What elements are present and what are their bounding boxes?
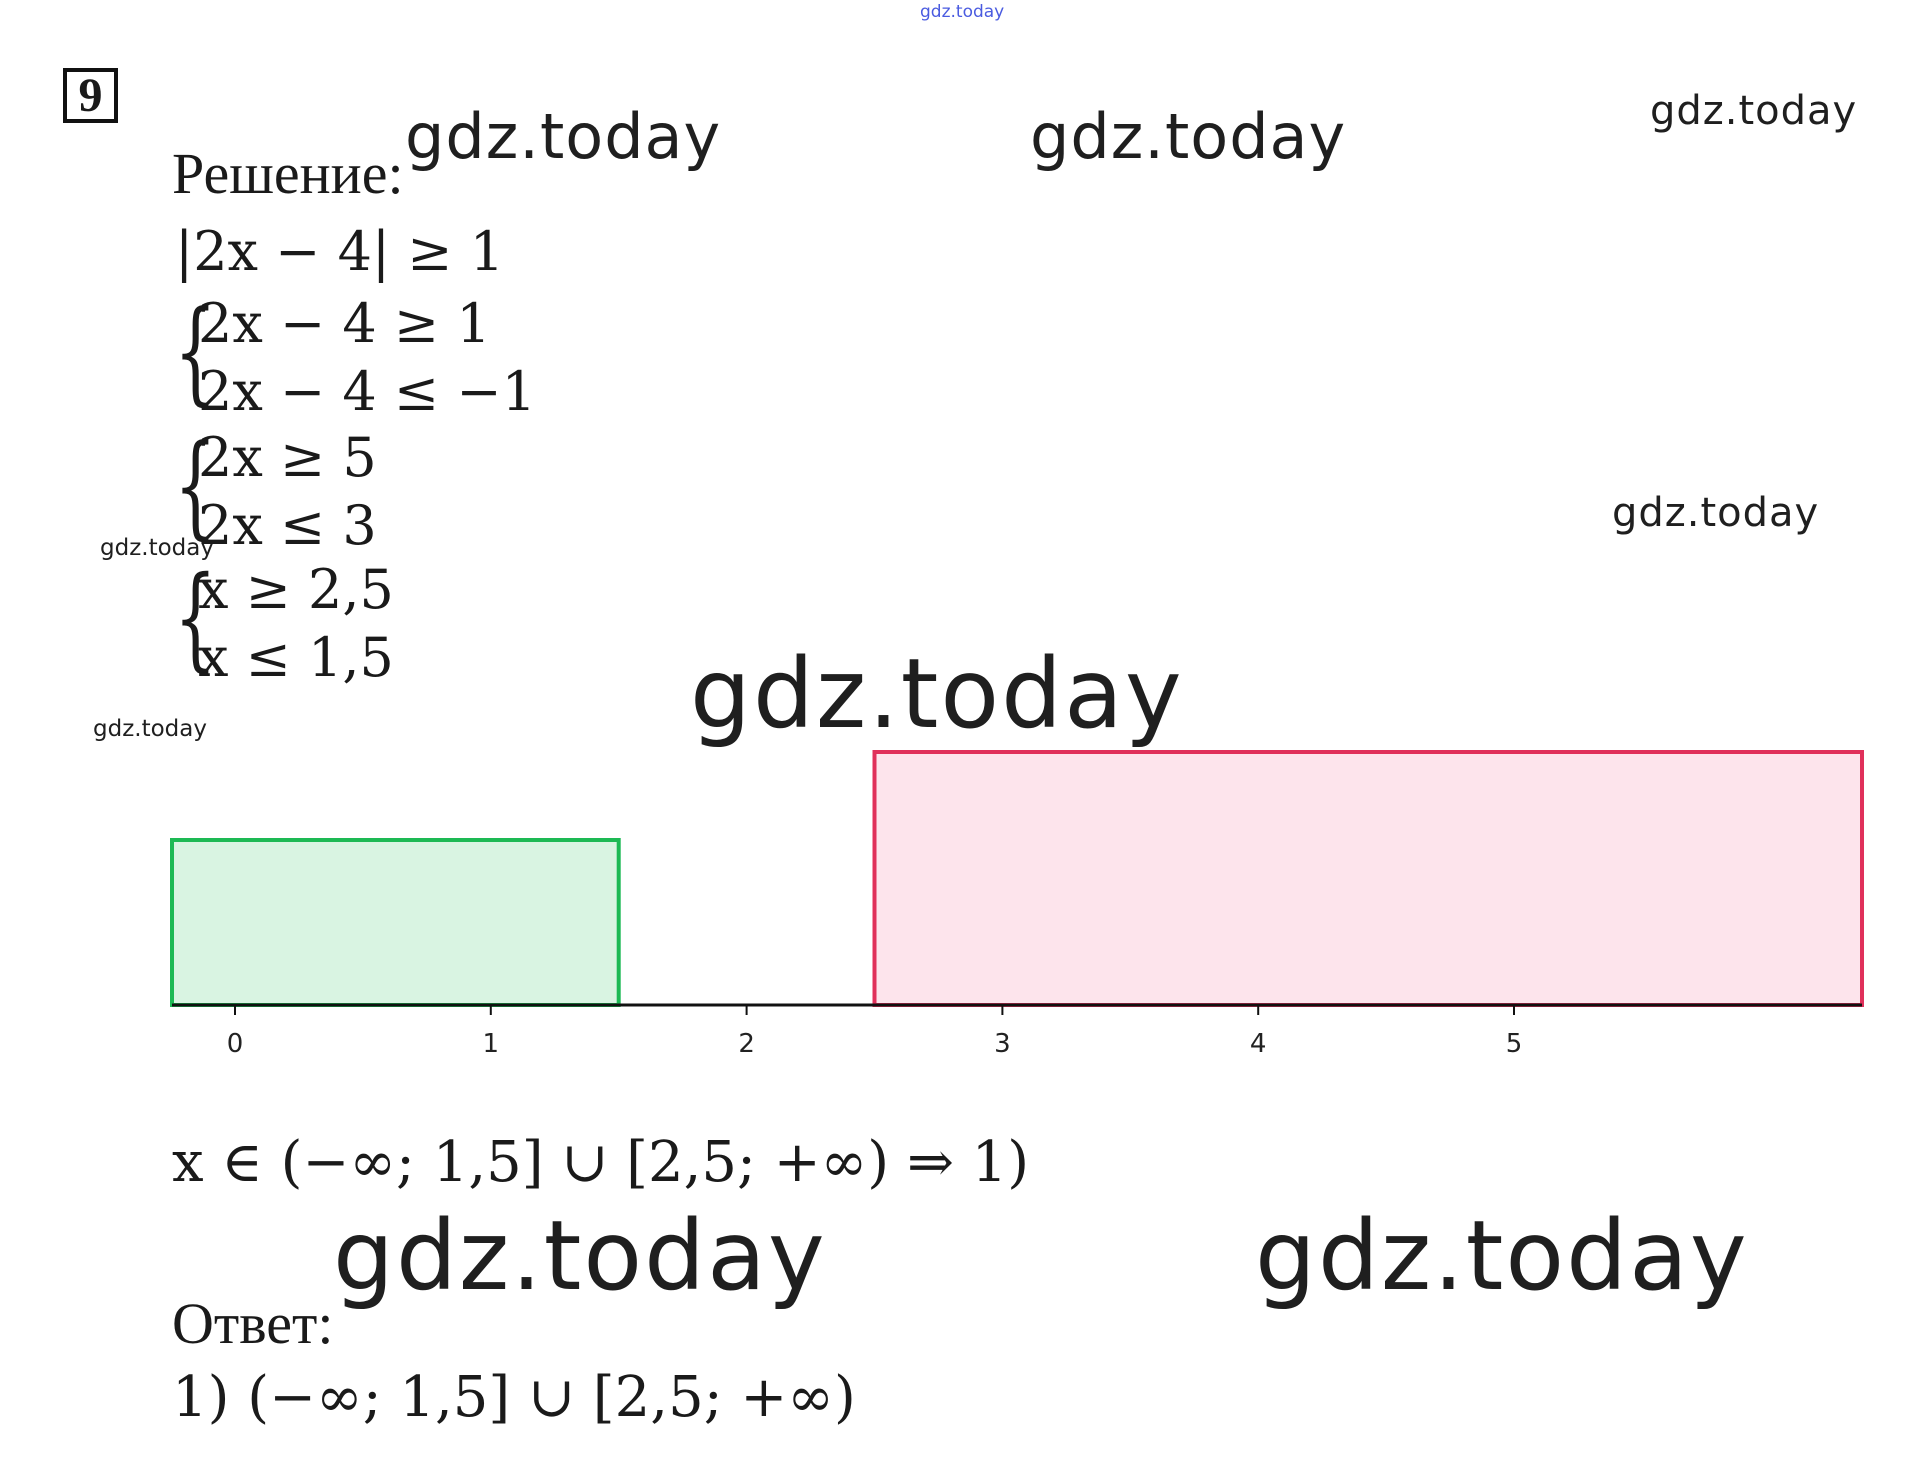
inequality: |2x − 4| ≥ 1 xyxy=(175,220,505,283)
system1-line2: 2x − 4 ≤ −1 xyxy=(198,360,536,423)
watermark-small-1: gdz.today xyxy=(100,535,214,561)
tick-label: 3 xyxy=(994,1029,1011,1059)
watermark-bottom-left: gdz.today xyxy=(333,1200,827,1312)
right-interval-region xyxy=(872,750,1864,1007)
tick-label: 5 xyxy=(1505,1029,1523,1059)
system1-brace: { xyxy=(174,287,217,417)
watermark-center: gdz.today xyxy=(690,638,1184,750)
answer-label: Ответ: xyxy=(172,1291,334,1356)
problem-number: 9 xyxy=(63,68,118,123)
watermark-right-mid: gdz.today xyxy=(1612,490,1820,536)
watermark-2: gdz.today xyxy=(1030,100,1347,173)
watermark-bottom-right: gdz.today xyxy=(1255,1200,1749,1312)
system3-line1: x ≥ 2,5 xyxy=(198,558,394,621)
system1-line1: 2x − 4 ≥ 1 xyxy=(198,292,491,355)
tick-label: 4 xyxy=(1249,1029,1267,1059)
tick-label: 0 xyxy=(226,1029,244,1059)
solution-label: Решение: xyxy=(172,141,404,206)
system2-brace: { xyxy=(174,421,217,551)
system2-line2: 2x ≤ 3 xyxy=(198,494,377,557)
tick-label: 2 xyxy=(738,1029,755,1059)
watermark-small-2: gdz.today xyxy=(93,716,207,742)
watermark-top: gdz.today xyxy=(920,2,1005,22)
left-interval-region xyxy=(170,838,621,1007)
system2-line1: 2x ≥ 5 xyxy=(198,426,377,489)
answer: 1) (−∞; 1,5] ∪ [2,5; +∞) xyxy=(172,1365,856,1430)
system3-line2: x ≤ 1,5 xyxy=(198,626,394,689)
watermark-1: gdz.today xyxy=(405,100,722,173)
conclusion: x ∈ (−∞; 1,5] ∪ [2,5; +∞) ⇒ 1) xyxy=(172,1130,1030,1195)
watermark-right-top: gdz.today xyxy=(1650,88,1858,134)
tick-label: 1 xyxy=(482,1029,500,1059)
system3-brace: { xyxy=(174,553,217,683)
